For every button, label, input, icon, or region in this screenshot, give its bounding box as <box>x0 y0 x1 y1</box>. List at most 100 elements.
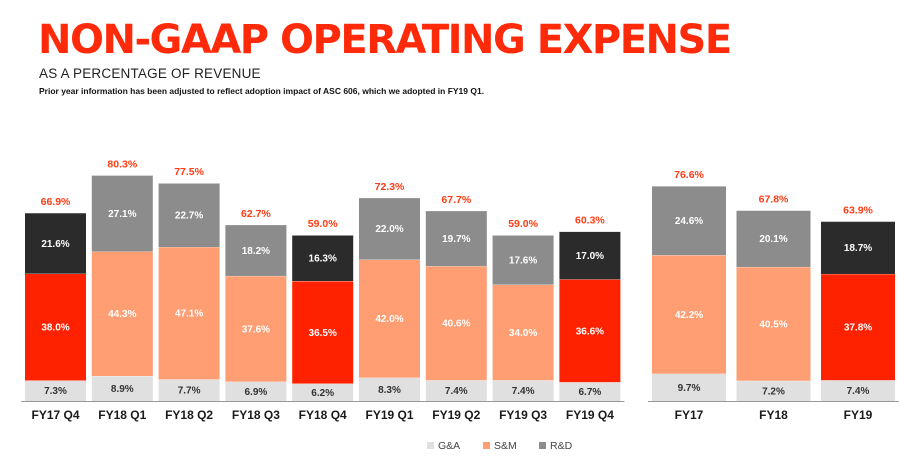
category-label-fy18-q1: FY18 Q1 <box>98 408 146 422</box>
legend-swatch-ga <box>427 442 434 449</box>
data-label-sm-fy19-q1: 42.0% <box>375 314 403 325</box>
page-subtitle: AS A PERCENTAGE OF REVENUE <box>39 66 261 81</box>
data-label-rd-fy17: 24.6% <box>675 216 703 227</box>
footnote: Prior year information has been adjusted… <box>39 86 485 96</box>
category-label-fy17: FY17 <box>675 408 704 422</box>
bar-segment-ga-fy19 <box>821 380 895 401</box>
data-label-ga-fy18: 7.2% <box>762 386 785 397</box>
bar-segment-ga-fy18-q1 <box>91 375 153 401</box>
bar-segment-sm-fy18-q1 <box>91 251 153 376</box>
total-label-fy19-q1: 72.3% <box>375 181 405 193</box>
data-label-rd-fy18: 20.1% <box>759 234 787 245</box>
bar-segment-sm-fy18-q3 <box>225 275 287 382</box>
bar-segment-rd-fy18-q3 <box>225 224 287 276</box>
bar-segment-ga-fy19-q1 <box>359 377 420 401</box>
bar-segment-rd-fy19-q4 <box>559 231 621 280</box>
total-label-fy19-q4: 60.3% <box>575 215 605 227</box>
data-label-sm-fy19-q4: 36.6% <box>576 326 604 337</box>
total-label-fy17-q4: 66.9% <box>41 196 71 208</box>
bar-segment-sm-fy17-q4 <box>25 273 86 381</box>
bar-segment-rd-fy19-q3 <box>492 235 554 285</box>
bar-segment-rd-fy17 <box>652 186 726 256</box>
bar-segment-rd-fy19-q2 <box>425 210 487 267</box>
data-label-sm-fy18-q3: 37.6% <box>242 324 270 335</box>
data-label-rd-fy18-q3: 18.2% <box>242 246 270 257</box>
bar-segment-rd-fy18-q2 <box>158 183 220 248</box>
data-label-ga-fy17: 9.7% <box>678 383 701 394</box>
legend-swatch-rd <box>539 442 546 449</box>
data-label-rd-fy19-q1: 22.0% <box>375 224 403 235</box>
data-label-sm-fy19-q2: 40.6% <box>442 319 470 330</box>
data-label-ga-fy19-q3: 7.4% <box>512 386 535 397</box>
bar-segment-ga-fy19-q2 <box>425 380 487 401</box>
total-label-fy18: 67.8% <box>759 193 789 205</box>
total-label-fy18-q3: 62.7% <box>241 208 271 220</box>
total-label-fy17: 76.6% <box>674 169 704 181</box>
bar-segment-sm-fy17 <box>652 255 726 374</box>
bar-segment-sm-fy18-q2 <box>158 247 220 380</box>
data-label-ga-fy18-q1: 8.9% <box>111 384 134 395</box>
data-label-rd-fy19: 18.7% <box>844 243 872 254</box>
category-label-fy18-q4: FY18 Q4 <box>299 408 347 422</box>
data-label-ga-fy19: 7.4% <box>847 386 870 397</box>
data-label-sm-fy18-q2: 47.1% <box>175 309 203 320</box>
category-label-fy19-q4: FY19 Q4 <box>566 408 614 422</box>
bar-segment-ga-fy18-q2 <box>158 379 220 401</box>
data-label-sm-fy17-q4: 38.0% <box>41 323 69 334</box>
bar-segment-sm-fy19-q3 <box>492 284 554 381</box>
category-label-fy17-q4: FY17 Q4 <box>31 408 79 422</box>
data-label-rd-fy17-q4: 21.6% <box>41 239 69 250</box>
bar-segment-sm-fy19 <box>821 273 895 381</box>
category-label-fy18: FY18 <box>759 408 788 422</box>
bar-segment-ga-fy18 <box>736 380 811 401</box>
legend-label-rd: R&D <box>550 440 573 452</box>
data-label-rd-fy18-q4: 16.3% <box>309 254 337 265</box>
total-label-fy19: 63.9% <box>843 204 873 216</box>
bar-segment-sm-fy19-q2 <box>425 266 487 381</box>
data-label-sm-fy18-q4: 36.5% <box>309 328 337 339</box>
category-label-fy19: FY19 <box>844 408 873 422</box>
data-label-rd-fy19-q4: 17.0% <box>576 251 604 262</box>
bar-segment-ga-fy17 <box>652 373 726 401</box>
legend-swatch-sm <box>483 442 490 449</box>
data-label-ga-fy17-q4: 7.3% <box>44 386 67 397</box>
bar-segment-ga-fy19-q4 <box>559 382 621 401</box>
total-label-fy19-q3: 59.0% <box>508 218 538 230</box>
data-label-rd-fy19-q2: 19.7% <box>442 234 470 245</box>
legend-label-ga: G&A <box>438 440 460 452</box>
bar-segment-rd-fy18-q1 <box>91 175 153 252</box>
total-label-fy18-q2: 77.5% <box>174 166 204 178</box>
legend-label-sm: S&M <box>494 440 517 452</box>
category-label-fy19-q3: FY19 Q3 <box>499 408 547 422</box>
bar-segment-ga-fy18-q3 <box>225 381 287 401</box>
category-label-fy18-q2: FY18 Q2 <box>165 408 213 422</box>
bar-segment-rd-fy17-q4 <box>25 213 86 274</box>
total-label-fy18-q4: 59.0% <box>308 218 338 230</box>
bar-segment-sm-fy19-q4 <box>559 279 621 383</box>
data-label-rd-fy18-q1: 27.1% <box>108 209 136 220</box>
total-label-fy19-q2: 67.7% <box>441 194 471 206</box>
category-label-fy18-q3: FY18 Q3 <box>232 408 280 422</box>
category-label-fy19-q1: FY19 Q1 <box>365 408 413 422</box>
bar-segment-sm-fy19-q1 <box>359 259 420 378</box>
bar-segment-ga-fy18-q4 <box>292 383 354 401</box>
data-label-ga-fy19-q1: 8.3% <box>378 385 401 396</box>
data-label-sm-fy18: 40.5% <box>759 319 787 330</box>
data-label-ga-fy18-q2: 7.7% <box>178 386 201 397</box>
data-label-sm-fy17: 42.2% <box>675 310 703 321</box>
data-label-ga-fy19-q4: 6.7% <box>579 387 602 398</box>
bar-segment-rd-fy18 <box>736 210 811 267</box>
data-label-ga-fy18-q4: 6.2% <box>311 388 334 399</box>
data-label-ga-fy18-q3: 6.9% <box>245 387 268 398</box>
data-label-sm-fy19-q3: 34.0% <box>509 328 537 339</box>
bar-segment-ga-fy17-q4 <box>25 380 86 401</box>
total-label-fy18-q1: 80.3% <box>107 158 137 170</box>
category-label-fy19-q2: FY19 Q2 <box>432 408 480 422</box>
bar-segment-ga-fy19-q3 <box>492 380 554 401</box>
data-label-sm-fy18-q1: 44.3% <box>108 309 136 320</box>
data-label-rd-fy19-q3: 17.6% <box>509 255 537 266</box>
bar-segment-sm-fy18-q4 <box>292 281 354 384</box>
page-title: NON-GAAP OPERATING EXPENSE <box>38 17 732 63</box>
bar-segment-rd-fy19 <box>821 221 895 274</box>
